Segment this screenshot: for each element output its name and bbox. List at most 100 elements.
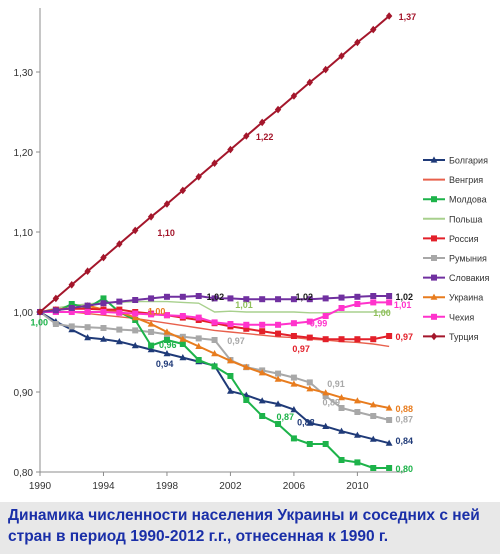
legend-swatch-marker [431,235,437,242]
data-label: 0,87 [395,414,413,424]
legend-label: Россия [449,234,479,244]
data-point [163,312,170,319]
data-label: 0,88 [395,404,413,414]
legend-item: Румыния [423,254,487,264]
data-point [84,334,92,341]
x-tick-label: 1998 [156,481,179,492]
chart: 0,80 0,90 1,00 1,10 1,20 1,30 1990 1994 1998 2002… [14,8,490,492]
legend-item: Польша [423,214,482,224]
data-point [369,401,377,408]
data-point [274,400,282,407]
legend-label: Румыния [449,254,487,264]
data-point [353,397,361,404]
data-point [243,397,250,403]
data-point [369,435,377,442]
data-point [131,314,139,321]
data-point [195,342,203,349]
data-point [243,321,250,328]
data-point [290,380,298,387]
legend-swatch-marker [430,156,438,163]
data-point [306,379,313,386]
data-point [195,173,202,181]
data-point [163,328,171,335]
data-point [322,336,329,343]
data-point [68,309,75,315]
data-point [322,393,329,399]
data-point [211,319,218,326]
data-point [306,334,313,341]
data-point [386,333,393,339]
legend-swatch-marker [431,255,437,261]
y-tick-label: 0,80 [14,468,34,479]
legend-label: Украина [449,293,483,303]
data-label: 0,91 [327,379,345,389]
data-point [338,427,345,434]
data-point [52,307,59,314]
data-label: 0,88 [297,418,315,428]
data-point [68,305,75,311]
data-point [243,296,250,303]
data-point [306,296,313,303]
legend-swatch-marker [431,196,437,203]
legend-label: Венгрия [449,175,483,185]
y-tick-label: 1,30 [14,68,34,79]
data-point [100,295,107,302]
data-label: 0,96 [159,340,177,350]
data-label: 1,00 [148,306,166,316]
data-label: 0,80 [395,464,413,474]
data-point [179,354,187,361]
legend-label: Турция [449,332,479,342]
data-point [275,296,282,303]
x-tick-label: 1990 [29,481,52,492]
data-point [84,267,91,275]
y-tick-label: 1,00 [14,308,34,319]
data-point [52,294,60,303]
y-tick-label: 1,20 [14,148,34,159]
data-point [338,457,345,463]
data-point [132,297,139,303]
data-point [163,293,170,300]
axes: 0,80 0,90 1,00 1,10 1,20 1,30 1990 1994 1998 2002… [14,8,405,492]
data-point [116,240,123,248]
data-point [163,337,170,343]
data-point [195,314,202,321]
data-point [100,309,107,315]
data-label: 1,02 [296,292,314,302]
data-point [338,405,345,411]
data-point [227,387,234,394]
data-label: 0,99 [310,318,328,328]
series-layer [36,12,393,471]
x-tick-label: 2010 [346,481,369,492]
data-point [211,363,218,370]
data-point [353,431,361,438]
data-point [385,404,393,411]
data-point [116,326,123,333]
data-point [338,294,345,301]
data-point [84,309,91,315]
data-point [84,324,91,331]
data-label: 1,01 [394,300,412,310]
series-9 [36,12,393,316]
data-point [147,213,155,221]
data-labels: 1,371,221,101,02 1,02 1,021,01 1,011,00 1,00… [30,12,416,474]
data-point [147,320,155,327]
data-label: 0,97 [292,344,310,354]
data-point [148,342,155,349]
data-point [195,293,202,299]
data-point [179,335,187,342]
data-point [243,325,250,332]
data-point [306,78,313,87]
legend-label: Словакия [449,273,490,283]
data-point [179,341,186,347]
data-point [386,293,393,299]
data-point [211,295,218,302]
legend-item: Турция [423,332,479,342]
data-point [275,321,282,328]
data-label: 0,87 [276,412,294,422]
legend-item: Словакия [423,273,490,283]
data-point [274,105,282,114]
data-point [258,397,266,404]
data-point [68,301,75,307]
legend-swatch-marker [430,293,438,300]
data-point [290,296,297,303]
